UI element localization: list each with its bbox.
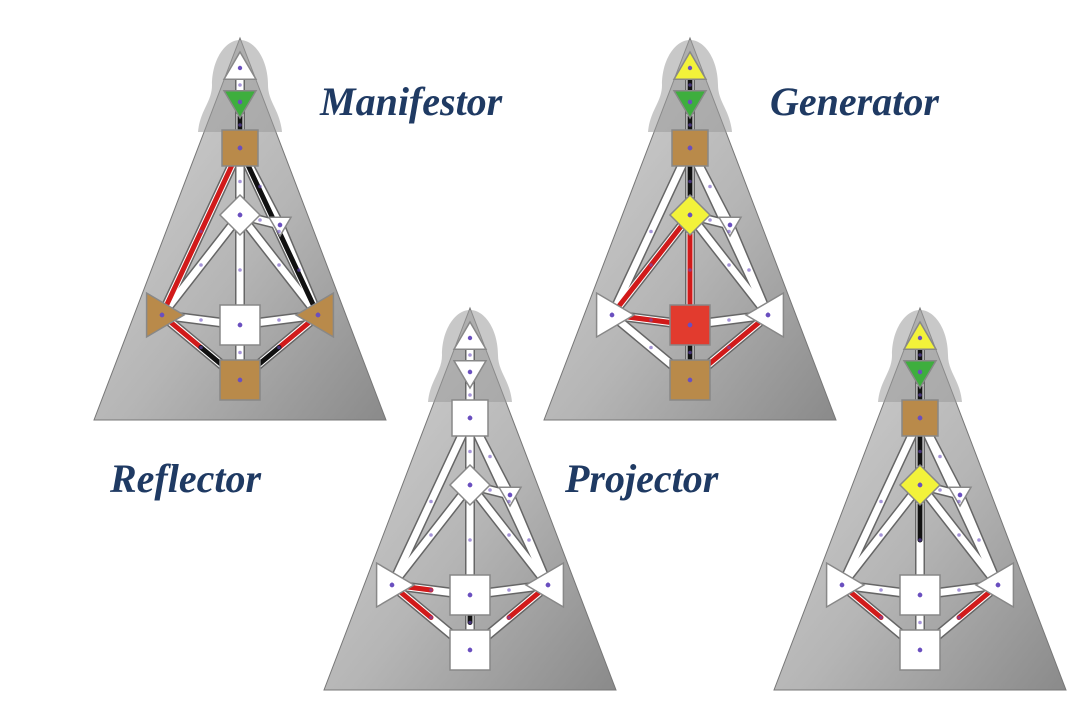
label-reflector: Reflector: [110, 455, 261, 502]
bodygraph-projector: [770, 300, 1070, 700]
label-generator: Generator: [770, 78, 939, 125]
label-projector: Projector: [565, 455, 718, 502]
label-manifestor: Manifestor: [320, 78, 502, 125]
chart-panel-projector: [770, 300, 1070, 700]
